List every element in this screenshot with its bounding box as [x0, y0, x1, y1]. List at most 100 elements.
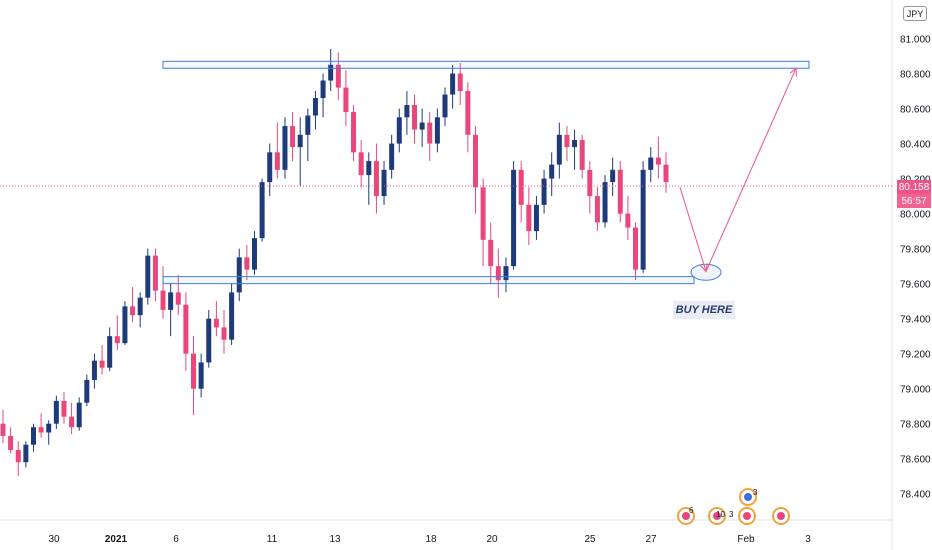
x-tick-label: 30 — [48, 534, 60, 545]
candle — [419, 108, 425, 148]
candle — [579, 134, 585, 179]
candle — [358, 140, 364, 188]
candle — [457, 63, 463, 106]
candle — [107, 327, 113, 372]
candle — [648, 147, 654, 183]
candle — [495, 248, 501, 298]
candle — [198, 353, 204, 398]
candle — [175, 274, 181, 316]
candle — [617, 161, 623, 223]
candle — [84, 374, 90, 407]
candle — [221, 309, 227, 354]
x-tick-label: 18 — [425, 534, 437, 545]
x-tick-label: Feb — [737, 534, 755, 545]
candle — [434, 108, 440, 153]
x-tick-label: 2021 — [105, 534, 128, 545]
event-count-label: 6 — [689, 506, 694, 515]
plot-area[interactable] — [0, 0, 892, 520]
candle — [396, 108, 402, 153]
candle — [30, 423, 36, 452]
candle — [145, 248, 151, 305]
candle — [427, 112, 433, 162]
currency-badge[interactable]: JPY — [903, 6, 927, 21]
event-count-label: 10 — [716, 510, 725, 519]
candle — [381, 161, 387, 205]
x-tick-label: 25 — [584, 534, 596, 545]
y-tick-label: 79.400 — [900, 315, 931, 326]
candle — [549, 152, 555, 197]
candlestick-series — [0, 49, 669, 477]
candle — [335, 52, 341, 100]
candle — [236, 248, 242, 302]
x-tick-label: 27 — [645, 534, 657, 545]
candle — [594, 187, 600, 232]
y-tick-label: 80.600 — [900, 105, 931, 116]
candle — [23, 441, 29, 468]
candle — [46, 420, 52, 445]
candle — [465, 82, 471, 153]
candle — [343, 70, 349, 127]
y-tick-label: 80.400 — [900, 140, 931, 151]
candle — [274, 122, 280, 179]
y-tick-label: 80.800 — [900, 70, 931, 81]
candle — [640, 161, 646, 274]
candle — [442, 87, 448, 127]
buy-here-label: BUY HERE — [673, 301, 735, 319]
y-tick-label: 79.600 — [900, 280, 931, 291]
candle — [206, 309, 212, 368]
candle — [191, 336, 197, 415]
candle — [526, 187, 532, 246]
y-tick-label: 78.800 — [900, 420, 931, 431]
candle — [267, 143, 273, 197]
event-badge-icon[interactable] — [739, 488, 757, 506]
candle — [38, 413, 44, 438]
candle — [587, 161, 593, 214]
drawing-layer — [0, 60, 892, 285]
candle — [412, 94, 418, 144]
candle — [312, 91, 318, 130]
candle — [297, 117, 303, 186]
candle — [625, 196, 631, 240]
candle — [366, 152, 372, 205]
candle — [99, 344, 105, 375]
candle — [0, 409, 6, 443]
event-badge-icon[interactable] — [738, 507, 756, 525]
candle — [320, 73, 326, 118]
candle — [183, 292, 189, 372]
candle — [282, 117, 288, 179]
candle — [610, 157, 616, 197]
event-count-label: 3 — [729, 510, 734, 519]
candle — [229, 283, 235, 345]
candle — [633, 222, 639, 281]
event-badge-icon[interactable] — [708, 507, 726, 525]
x-tick-label: 11 — [267, 534, 278, 545]
event-count-label: 3 — [753, 488, 758, 497]
candle — [91, 353, 97, 389]
candle — [61, 392, 67, 424]
candle — [213, 301, 219, 337]
price-axis: 81.00080.80080.60080.40080.20080.00079.8… — [900, 35, 931, 501]
bar-countdown-label: 56:57 — [897, 194, 931, 208]
x-tick-label: 13 — [329, 534, 341, 545]
resistance-zone[interactable] — [162, 60, 810, 69]
candle — [503, 257, 509, 293]
y-tick-label: 79.000 — [900, 385, 931, 396]
x-tick-label: 3 — [805, 534, 811, 545]
event-badge-icon[interactable] — [677, 507, 695, 525]
event-badge-icon[interactable] — [772, 507, 790, 525]
candle — [8, 427, 14, 454]
support-zone[interactable] — [162, 276, 695, 285]
arrowhead — [789, 67, 797, 77]
candle — [351, 105, 357, 162]
candle — [69, 402, 75, 435]
y-tick-label: 79.200 — [900, 350, 931, 361]
candle — [518, 161, 524, 223]
candle — [328, 49, 334, 92]
arrowhead — [700, 263, 708, 273]
x-tick-label: 6 — [173, 534, 179, 545]
candle — [602, 175, 608, 228]
candle — [259, 178, 265, 242]
candle — [122, 301, 128, 345]
candle — [168, 283, 174, 337]
